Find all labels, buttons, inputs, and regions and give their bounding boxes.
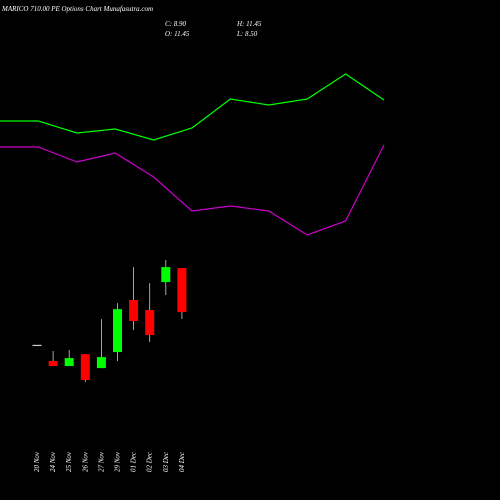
x-tick-label: 25 Nov	[65, 451, 73, 472]
candle-body	[129, 300, 139, 322]
open-label: O: 11.45	[165, 30, 190, 38]
high-label: H: 11.45	[236, 20, 262, 28]
candle-body	[64, 358, 74, 367]
x-tick-label: 01 Dec	[130, 451, 138, 472]
candle-body	[145, 310, 155, 335]
indicator-line	[0, 144, 385, 236]
x-tick-label: 26 Nov	[81, 451, 89, 472]
candle-body	[161, 267, 171, 283]
close-label: C: 8.90	[165, 20, 187, 28]
candle-body	[177, 268, 187, 313]
chart-title: MARICO 710.00 PE Options Chart Munafasut…	[1, 5, 153, 13]
candle-body	[113, 309, 122, 353]
candle-body	[48, 361, 58, 367]
candle-body	[32, 344, 42, 347]
x-tick-label: 20 Nov	[33, 451, 41, 472]
x-tick-label: 02 Dec	[146, 451, 154, 472]
x-tick-label: 04 Dec	[178, 451, 186, 472]
candle-body	[96, 357, 106, 369]
x-tick-label: 27 Nov	[97, 451, 105, 472]
x-tick-label: 24 Nov	[49, 451, 57, 472]
x-tick-label: 03 Dec	[162, 451, 170, 472]
x-tick-label: 29 Nov	[114, 451, 122, 472]
indicator-line	[0, 73, 385, 141]
low-label: L: 8.50	[236, 30, 258, 38]
candle-body	[80, 354, 90, 380]
